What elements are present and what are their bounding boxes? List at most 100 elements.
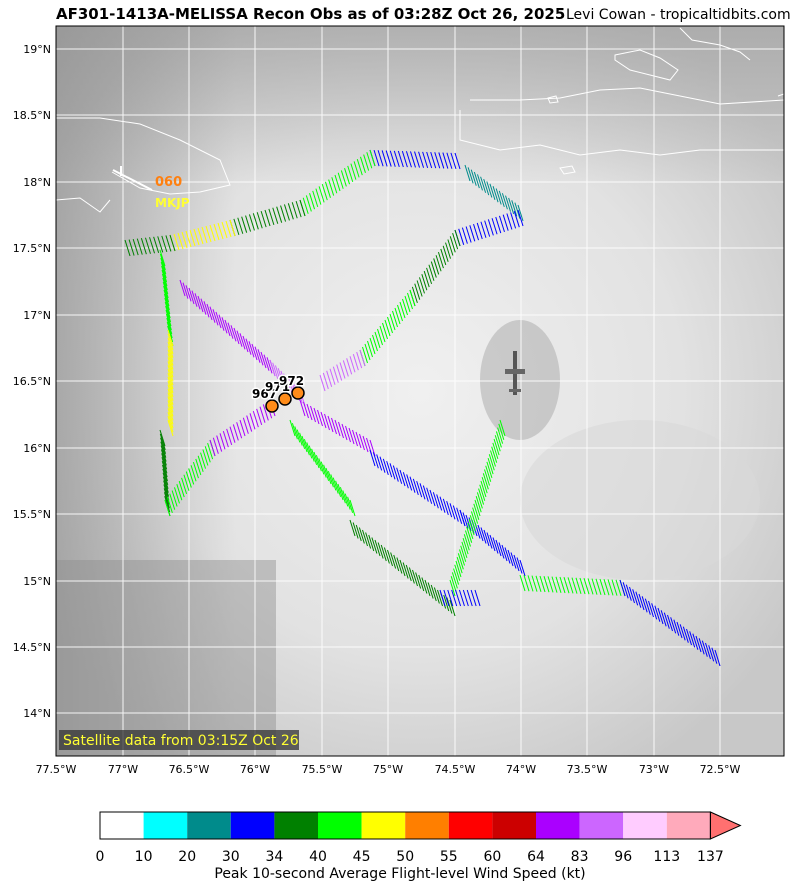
wind-barb bbox=[450, 152, 457, 170]
wind-barb bbox=[404, 295, 411, 313]
wind-barb bbox=[452, 233, 459, 250]
wind-barb bbox=[372, 452, 379, 469]
wind-barb bbox=[167, 365, 174, 382]
wind-barb bbox=[324, 181, 331, 198]
wind-barb bbox=[682, 626, 689, 643]
wind-barb bbox=[426, 487, 433, 504]
wind-barb bbox=[263, 354, 270, 371]
wind-barb bbox=[362, 435, 369, 453]
wind-barb bbox=[291, 423, 298, 440]
colorbar-swatch bbox=[623, 812, 667, 839]
wind-barb bbox=[334, 419, 341, 437]
wind-barb bbox=[421, 577, 428, 594]
wind-barb bbox=[438, 152, 445, 169]
wind-barb bbox=[449, 579, 456, 597]
wind-barb bbox=[455, 560, 462, 578]
wind-barb bbox=[507, 549, 514, 567]
wind-barb bbox=[159, 253, 166, 271]
wind-barb bbox=[308, 445, 315, 462]
wind-barb bbox=[467, 522, 474, 540]
wind-barb bbox=[169, 234, 176, 252]
wind-barb bbox=[162, 468, 169, 486]
wind-barb bbox=[430, 261, 437, 278]
wind-barb bbox=[469, 515, 476, 532]
wind-barb bbox=[483, 178, 490, 196]
satellite-layer bbox=[56, 26, 784, 756]
wind-barb bbox=[439, 496, 446, 513]
wind-barb bbox=[449, 599, 456, 617]
wind-barb bbox=[162, 464, 168, 482]
wind-barb bbox=[571, 577, 578, 594]
wind-barb bbox=[337, 483, 344, 501]
wind-barb bbox=[236, 330, 243, 347]
wind-barb bbox=[667, 614, 673, 632]
wind-barb bbox=[163, 289, 170, 307]
colorbar-tick: 10 bbox=[135, 849, 153, 865]
wind-barb bbox=[711, 647, 718, 664]
wind-barb bbox=[322, 372, 329, 390]
station-id: MKJP bbox=[155, 196, 190, 210]
wind-barb bbox=[458, 228, 465, 245]
wind-barb bbox=[303, 439, 310, 456]
wind-barb bbox=[259, 406, 266, 423]
wind-barb bbox=[389, 313, 396, 331]
wind-barb bbox=[511, 200, 518, 217]
wind-barb bbox=[632, 589, 639, 606]
wind-barb bbox=[301, 435, 308, 453]
wind-barb bbox=[459, 509, 466, 527]
wind-barb bbox=[262, 404, 269, 421]
wind-barb bbox=[499, 419, 506, 437]
wind-barb bbox=[480, 221, 487, 238]
wind-barb bbox=[340, 170, 347, 187]
wind-barb bbox=[477, 524, 484, 542]
wind-barb bbox=[331, 417, 337, 435]
wind-barb bbox=[339, 487, 346, 504]
wind-barb bbox=[371, 537, 378, 554]
center-fixes: 967 971 972 bbox=[251, 373, 306, 413]
wind-barb bbox=[389, 150, 396, 167]
wind-barb bbox=[167, 412, 174, 429]
lon-tick: 73.5°W bbox=[567, 763, 608, 776]
wind-barb bbox=[232, 424, 239, 441]
wind-barb bbox=[197, 455, 204, 472]
wind-barb bbox=[237, 217, 244, 234]
wind-barb bbox=[485, 465, 492, 482]
colorbar-tick: 113 bbox=[653, 849, 680, 865]
wind-barb bbox=[167, 380, 174, 398]
wind-barb bbox=[393, 150, 400, 168]
wind-barb bbox=[385, 150, 392, 167]
wind-barb bbox=[163, 480, 170, 497]
wind-barb bbox=[159, 249, 166, 267]
wind-barb bbox=[635, 591, 642, 608]
pressure-label: 967 bbox=[252, 387, 277, 401]
wind-barb bbox=[502, 214, 509, 231]
wind-barb bbox=[447, 589, 454, 607]
wind-barb bbox=[209, 439, 216, 457]
wind-barb bbox=[264, 209, 271, 227]
wind-barb bbox=[209, 306, 216, 323]
wind-barb bbox=[192, 461, 199, 479]
wind-barb bbox=[189, 229, 196, 247]
wind-barb bbox=[257, 349, 264, 366]
colorbar-swatch bbox=[579, 812, 624, 839]
wind-barb bbox=[508, 197, 515, 215]
wind-barb bbox=[338, 421, 344, 439]
wind-barb bbox=[673, 619, 680, 636]
wind-barb bbox=[393, 554, 400, 572]
wind-barb bbox=[167, 388, 174, 405]
wind-barb bbox=[480, 527, 487, 544]
wind-barb bbox=[411, 286, 418, 303]
wind-barb bbox=[384, 319, 391, 337]
wind-barb bbox=[394, 307, 401, 325]
center-fix-marker bbox=[291, 386, 305, 400]
wind-barb bbox=[252, 410, 259, 428]
wind-barb bbox=[412, 478, 419, 496]
wind-barb bbox=[164, 495, 171, 513]
wind-barb bbox=[434, 152, 441, 169]
lon-tick: 76.5°W bbox=[169, 763, 210, 776]
wind-barb bbox=[377, 150, 384, 167]
wind-barb bbox=[451, 572, 458, 589]
wind-barb bbox=[239, 333, 246, 350]
wind-barb bbox=[463, 534, 470, 551]
wind-barb bbox=[149, 237, 156, 254]
